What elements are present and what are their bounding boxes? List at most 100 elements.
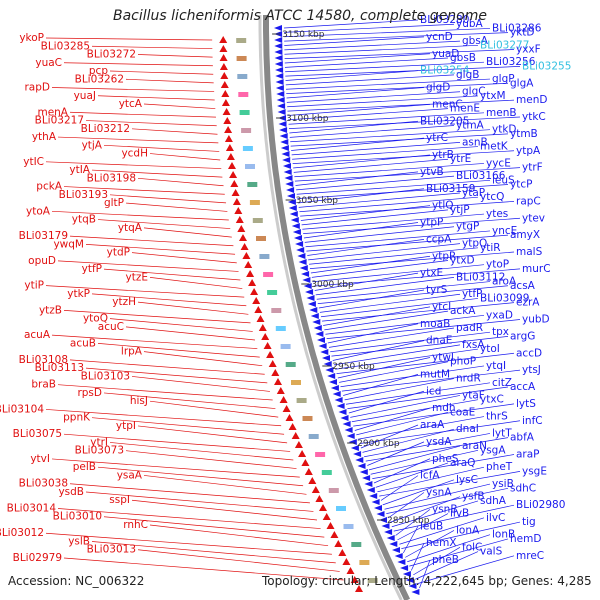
- gene-label[interactable]: glgP: [492, 73, 515, 85]
- gene-label[interactable]: hemX: [426, 537, 457, 549]
- gene-label[interactable]: thrS: [486, 411, 508, 423]
- gene-label[interactable]: ytoA: [26, 205, 51, 217]
- gene-label[interactable]: rpsD: [77, 387, 102, 399]
- gene-label[interactable]: BLi03075: [13, 428, 62, 440]
- gene-label[interactable]: pheB: [432, 554, 459, 566]
- gene-label[interactable]: araP: [516, 449, 540, 461]
- gene-label[interactable]: dnaE: [426, 335, 452, 347]
- gene-label[interactable]: ytxE: [420, 267, 443, 279]
- gene-label[interactable]: ytoQ: [83, 313, 108, 325]
- gene-label[interactable]: pckA: [36, 181, 63, 193]
- gene-label[interactable]: glgA: [510, 77, 534, 89]
- gene-label[interactable]: ytvB: [420, 166, 444, 178]
- gene-label[interactable]: argG: [510, 330, 535, 342]
- gene-label[interactable]: acuC: [98, 321, 124, 333]
- gene-label[interactable]: ytsJ: [522, 364, 541, 376]
- gene-label[interactable]: ackA: [450, 305, 476, 317]
- gene-label[interactable]: ytrC: [426, 132, 448, 144]
- gene-label[interactable]: BLi03012: [0, 527, 44, 539]
- gene-label[interactable]: moaB: [420, 318, 450, 330]
- gene-label[interactable]: BLi03277: [480, 39, 529, 51]
- gene-label[interactable]: ythA: [32, 131, 57, 143]
- gene-label[interactable]: ytjA: [82, 139, 103, 151]
- gene-label[interactable]: ytcP: [510, 179, 532, 191]
- gene-label[interactable]: ytkC: [522, 111, 546, 123]
- gene-label[interactable]: dnaI: [456, 423, 479, 435]
- gene-label[interactable]: ccpA: [426, 233, 452, 245]
- gene-label[interactable]: rnhC: [123, 519, 148, 531]
- gene-label[interactable]: BLi03166: [456, 170, 506, 182]
- gene-label[interactable]: ytxM: [480, 90, 506, 102]
- gene-label[interactable]: BLi03112: [456, 271, 505, 283]
- gene-label[interactable]: araN: [462, 440, 487, 452]
- gene-label[interactable]: BLi03113: [35, 362, 84, 374]
- gene-label[interactable]: sspI: [109, 494, 130, 506]
- gene-label[interactable]: pheT: [486, 461, 513, 473]
- gene-label[interactable]: nrdR: [456, 373, 481, 385]
- gene-label[interactable]: yubA: [456, 18, 484, 30]
- gene-label[interactable]: accA: [510, 381, 536, 393]
- gene-label[interactable]: ytIA: [69, 164, 90, 176]
- gene-label[interactable]: phoP: [450, 356, 476, 368]
- gene-label[interactable]: BLi03010: [53, 511, 102, 523]
- gene-label[interactable]: menC: [432, 98, 463, 110]
- gene-label[interactable]: citZ: [492, 377, 512, 389]
- gene-label[interactable]: padR: [456, 322, 483, 334]
- gene-label[interactable]: murC: [522, 263, 551, 275]
- gene-label[interactable]: BLi02980: [516, 499, 565, 511]
- gene-label[interactable]: pheS: [432, 453, 459, 465]
- gene-label[interactable]: yslB: [68, 535, 90, 547]
- gene-label[interactable]: ysdB: [58, 486, 84, 498]
- gene-label[interactable]: lytS: [516, 398, 536, 410]
- gene-label[interactable]: rapD: [24, 82, 50, 94]
- gene-label[interactable]: ytcQ: [480, 191, 504, 203]
- gene-label[interactable]: ytxC: [480, 394, 504, 406]
- gene-label[interactable]: ytoI: [480, 343, 500, 355]
- gene-label[interactable]: mutM: [420, 368, 450, 380]
- gene-label[interactable]: BLi03038: [19, 478, 68, 490]
- gene-label[interactable]: hemD: [510, 533, 541, 545]
- gene-label[interactable]: rapC: [516, 195, 541, 207]
- gene-label[interactable]: ytiR: [480, 242, 501, 254]
- gene-label[interactable]: leuS: [492, 174, 515, 186]
- gene-label[interactable]: yycE: [486, 157, 511, 169]
- gene-label[interactable]: BLi03262: [75, 73, 124, 85]
- gene-label[interactable]: lonB: [492, 529, 515, 541]
- gene-label[interactable]: BLi03013: [87, 544, 136, 556]
- gene-label[interactable]: BLi03255: [522, 60, 571, 72]
- gene-label[interactable]: ysgE: [522, 465, 547, 477]
- gene-label[interactable]: ytmB: [510, 128, 538, 140]
- gene-label[interactable]: leuB: [420, 520, 443, 532]
- gene-label[interactable]: BLi03217: [35, 115, 84, 127]
- gene-label[interactable]: ytes: [486, 208, 508, 220]
- gene-label[interactable]: BLi03286: [492, 22, 542, 34]
- gene-label[interactable]: BLi03198: [87, 172, 136, 184]
- gene-label[interactable]: menE: [450, 103, 480, 115]
- gene-label[interactable]: ppnK: [63, 412, 91, 424]
- gene-label[interactable]: BLi02979: [13, 552, 62, 564]
- gene-label[interactable]: ytaP: [462, 187, 485, 199]
- gene-label[interactable]: ytzH: [112, 296, 136, 308]
- gene-label[interactable]: tpx: [492, 326, 509, 338]
- gene-label[interactable]: ytpR: [432, 250, 456, 262]
- gene-label[interactable]: metK: [480, 141, 509, 153]
- gene-label[interactable]: glgD: [426, 82, 450, 94]
- gene-label[interactable]: sdhA: [480, 495, 507, 507]
- gene-label[interactable]: yuaJ: [74, 90, 96, 102]
- gene-label[interactable]: ilvB: [450, 508, 469, 520]
- gene-label[interactable]: coaE: [450, 406, 475, 418]
- gene-label[interactable]: ywqM: [53, 238, 84, 250]
- gene-label[interactable]: menB: [486, 107, 517, 119]
- gene-label[interactable]: BLi03159: [426, 183, 475, 195]
- gene-label[interactable]: yxaD: [486, 309, 513, 321]
- gene-label[interactable]: BLi03272: [87, 49, 136, 61]
- gene-label[interactable]: ytzB: [39, 304, 62, 316]
- gene-label[interactable]: ysaA: [117, 469, 143, 481]
- gene-label[interactable]: BLi03014: [7, 502, 57, 514]
- gene-label[interactable]: abfA: [510, 432, 535, 444]
- gene-label[interactable]: ykoP: [19, 32, 44, 44]
- gene-label[interactable]: BLi03285: [41, 40, 90, 52]
- gene-label[interactable]: ytpA: [516, 145, 541, 157]
- gene-label[interactable]: ytIC: [23, 156, 44, 168]
- gene-label[interactable]: ytvI: [30, 453, 50, 465]
